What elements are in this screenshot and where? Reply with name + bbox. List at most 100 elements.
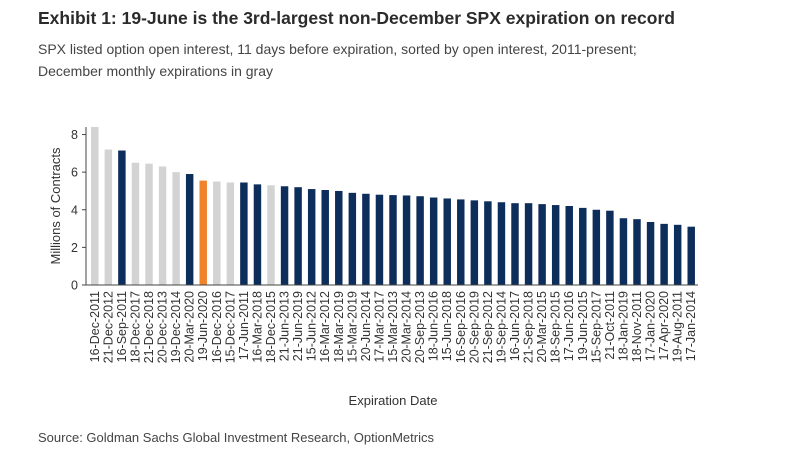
x-tick-label: 17-Jun-2011 (237, 291, 251, 360)
x-tick-label: 15-Sep-2017 (589, 291, 603, 363)
x-tick-label: 16-Sep-2011 (115, 291, 129, 362)
bar-19-Jun-2020 (199, 180, 207, 285)
chart-subtitle: SPX listed option open interest, 11 days… (38, 38, 778, 82)
bar-16-Jun-2017 (511, 203, 519, 285)
bar-15-Sep-2017 (592, 209, 601, 285)
x-tick-label: 18-Jun-2016 (427, 291, 441, 361)
bar-18-Nov-2011 (633, 219, 641, 285)
bars-group (91, 127, 695, 285)
x-tick-label: 18-Nov-2011 (630, 291, 644, 362)
bar-15-Jun-2018 (443, 198, 451, 285)
bar-18-Mar-2019 (335, 190, 343, 285)
x-tick-label: 15-Jun-2012 (305, 291, 319, 361)
bar-18-Dec-2015 (267, 185, 275, 285)
x-tick-label: 19-Jun-2015 (576, 291, 590, 361)
x-tick-label: 21-Oct-2011 (603, 291, 617, 360)
x-tick-label: 17-Jan-2020 (644, 291, 658, 361)
x-tick-label: 20-Mar-2020 (183, 291, 197, 363)
x-tick-label: 21-Sep-2018 (522, 291, 536, 363)
x-tick-label: 16-Jun-2017 (508, 291, 522, 361)
bar-18-Jan-2019 (619, 218, 628, 285)
x-tick-label: 20-Sep-2013 (413, 291, 427, 363)
bar-16-Dec-2016 (213, 181, 221, 285)
bar-21-Jun-2019 (294, 187, 302, 285)
bar-21-Dec-2018 (145, 163, 153, 285)
x-tick-label: 18-Dec-2017 (128, 291, 142, 363)
bar-20-Dec-2013 (158, 166, 167, 285)
x-tick-label: 18-Dec-2015 (264, 291, 278, 363)
bar-19-Dec-2014 (172, 172, 180, 285)
bar-17-Apr-2020 (660, 223, 668, 285)
bar-19-Jun-2015 (579, 207, 587, 285)
bar-15-Mar-2013 (389, 195, 397, 285)
x-tick-labels: 16-Dec-2011 21-Dec-2012 16-Sep-2011 18-Dec-… (88, 291, 698, 363)
bar-17-Jun-2016 (565, 206, 573, 285)
subtitle-line-1: SPX listed option open interest, 11 days… (38, 41, 637, 57)
bar-16-Dec-2011 (91, 127, 99, 285)
x-tick-label: 16-Mar-2012 (318, 291, 332, 363)
bar-16-Mar-2018 (253, 184, 262, 285)
x-tick-label: 15-Dec-2017 (223, 291, 237, 363)
chart-title: Exhibit 1: 19-June is the 3rd-largest no… (38, 8, 675, 28)
x-tick-label: 19-Sep-2014 (494, 291, 508, 363)
bar-16-Sep-2011 (118, 150, 126, 285)
x-tick-label: 17-Jun-2016 (562, 291, 576, 361)
x-tick-label: 17-Jan-2014 (684, 291, 698, 361)
y-axis-title: Millions of Contracts (48, 147, 63, 265)
x-tick-label: 15-Mar-2019 (345, 291, 359, 363)
source-note: Source: Goldman Sachs Global Investment … (38, 430, 434, 445)
x-tick-label: 18-Sep-2015 (549, 291, 563, 363)
bar-15-Jun-2012 (307, 189, 316, 285)
x-tick-label: 18-Jan-2019 (616, 291, 630, 361)
x-tick-label: 19-Jun-2020 (196, 291, 210, 361)
bar-21-Sep-2012 (484, 201, 492, 285)
x-tick-label: 16-Dec-2011 (88, 291, 102, 362)
x-tick-label: 19-Aug-2011 (671, 291, 685, 362)
bar-17-Jan-2020 (646, 221, 655, 285)
bar-21-Dec-2012 (104, 149, 113, 285)
bar-17-Jan-2014 (687, 226, 695, 285)
x-tick-label: 16-Dec-2016 (210, 291, 224, 363)
subtitle-line-2: December monthly expirations in gray (38, 63, 273, 79)
y-axis: 0 2 4 6 8 (71, 127, 698, 293)
bar-20-Mar-2020 (185, 174, 194, 285)
bar-20-Mar-2015 (538, 204, 546, 285)
x-tick-label: 17-Mar-2017 (372, 291, 386, 363)
bar-20-Jun-2014 (362, 193, 370, 285)
x-tick-label: 20-Mar-2015 (535, 291, 549, 363)
bar-18-Dec-2017 (131, 162, 140, 285)
x-tick-label: 21-Jun-2013 (278, 291, 292, 361)
x-tick-label: 15-Jun-2018 (440, 291, 454, 361)
y-tick-label: 8 (71, 128, 78, 142)
x-tick-label: 16-Mar-2018 (250, 291, 264, 363)
x-tick-label: 15-Mar-2013 (386, 291, 400, 363)
bar-16-Mar-2012 (321, 190, 329, 285)
bar-20-Mar-2014 (402, 195, 411, 285)
x-tick-label: 21-Sep-2012 (481, 291, 495, 363)
x-tick-label: 21-Jun-2019 (291, 291, 305, 361)
x-tick-label: 18-Mar-2019 (332, 291, 346, 363)
bar-21-Sep-2018 (524, 203, 533, 285)
y-tick-label: 0 (71, 279, 78, 293)
x-tick-label: 20-Mar-2014 (400, 291, 414, 363)
bar-19-Sep-2014 (497, 202, 506, 285)
y-tick-label: 4 (71, 203, 78, 217)
bar-20-Sep-2013 (416, 196, 424, 285)
x-tick-label: 16-Sep-2016 (454, 291, 468, 363)
y-tick-label: 6 (71, 166, 78, 180)
x-tick-label: 20-Dec-2013 (156, 291, 170, 363)
bar-17-Jun-2011 (240, 182, 248, 285)
x-tick-label: 20-Jun-2014 (359, 291, 373, 361)
x-tick-label: 17-Apr-2020 (657, 291, 671, 361)
bar-19-Aug-2011 (673, 224, 682, 285)
bar-21-Jun-2013 (280, 186, 289, 285)
x-tick-label: 21-Dec-2018 (142, 291, 156, 363)
bar-21-Oct-2011 (606, 210, 614, 285)
bar-15-Mar-2019 (348, 192, 357, 285)
x-tick-label: 21-Dec-2012 (101, 291, 115, 363)
bar-18-Jun-2016 (429, 197, 438, 285)
y-tick-label: 2 (71, 241, 78, 255)
bar-15-Dec-2017 (226, 182, 235, 285)
bar-18-Sep-2015 (551, 205, 560, 285)
